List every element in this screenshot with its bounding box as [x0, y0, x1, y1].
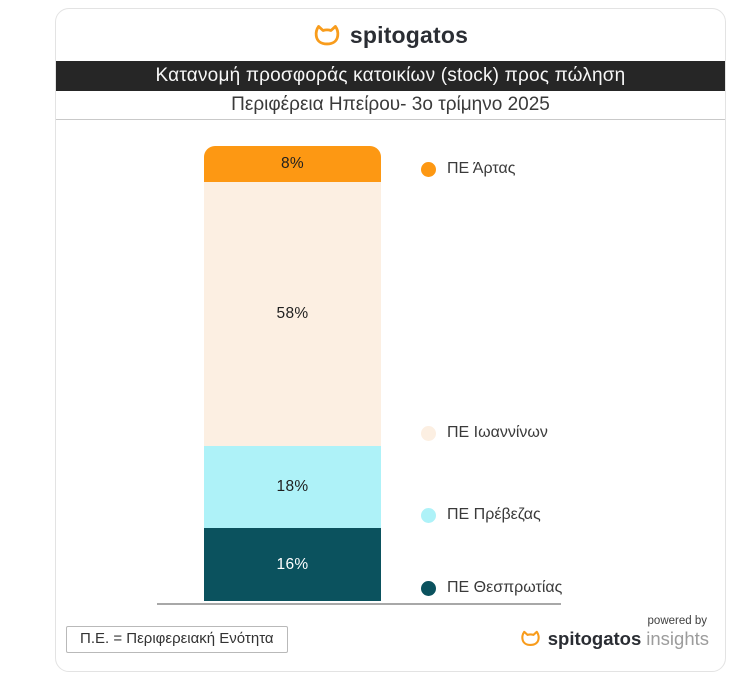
legend-label: ΠΕ Θεσπρωτίας	[447, 579, 563, 596]
stacked-bar: 8% 58% 18% 16%	[204, 146, 381, 601]
header-logo: spitogatos	[56, 22, 725, 49]
powered-by-label: powered by	[647, 615, 707, 627]
legend: ΠΕ Άρτας ΠΕ Ιωαννίνων ΠΕ Πρέβεζας ΠΕ Θεσπρω…	[421, 9, 661, 671]
bar-segment: 18%	[204, 446, 381, 529]
chart-subtitle: Περιφέρεια Ηπείρου- 3ο τρίμηνο 2025	[56, 91, 725, 120]
bar-segment: 16%	[204, 528, 381, 601]
legend-label: ΠΕ Πρέβεζας	[447, 506, 541, 523]
spitogatos-cat-icon	[520, 630, 541, 648]
bar-segment: 58%	[204, 182, 381, 447]
legend-item: ΠΕ Άρτας	[421, 159, 515, 179]
legend-color-dot	[421, 580, 436, 596]
insights-logo: spitogatos insights	[520, 628, 709, 650]
logo-text: spitogatos	[349, 22, 469, 48]
legend-item: ΠΕ Πρέβεζας	[421, 505, 541, 525]
chart-title: Κατανομή προσφοράς κατοικίων (stock) προ…	[155, 65, 626, 86]
chart-title-banner: Κατανομή προσφοράς κατοικίων (stock) προ…	[56, 61, 725, 91]
spitogatos-cat-icon	[313, 24, 341, 48]
segment-value-label: 18%	[276, 478, 309, 496]
powered-by-block: powered by spitogatos insights	[520, 615, 709, 650]
segment-value-label: 58%	[276, 305, 309, 323]
segment-value-label: 16%	[276, 555, 309, 573]
segment-value-label: 8%	[280, 155, 304, 173]
legend-color-dot	[421, 425, 436, 441]
insights-brand-light: insights	[646, 628, 709, 649]
legend-item: ΠΕ Θεσπρωτίας	[421, 578, 562, 598]
x-axis-line	[157, 603, 561, 605]
legend-label: ΠΕ Ιωαννίνων	[447, 424, 548, 441]
footnote-box: Π.Ε. = Περιφερειακή Ενότητα	[66, 626, 288, 653]
legend-item: ΠΕ Ιωαννίνων	[421, 423, 548, 443]
legend-color-dot	[421, 161, 436, 177]
legend-label: ΠΕ Άρτας	[447, 160, 516, 177]
insights-brand-bold: spitogatos	[547, 628, 642, 649]
footnote-text: Π.Ε. = Περιφερειακή Ενότητα	[80, 630, 274, 647]
chart-card: spitogatos Κατανομή προσφοράς κατοικίων …	[55, 8, 726, 672]
bar-segment: 8%	[204, 146, 381, 183]
legend-color-dot	[421, 507, 436, 523]
